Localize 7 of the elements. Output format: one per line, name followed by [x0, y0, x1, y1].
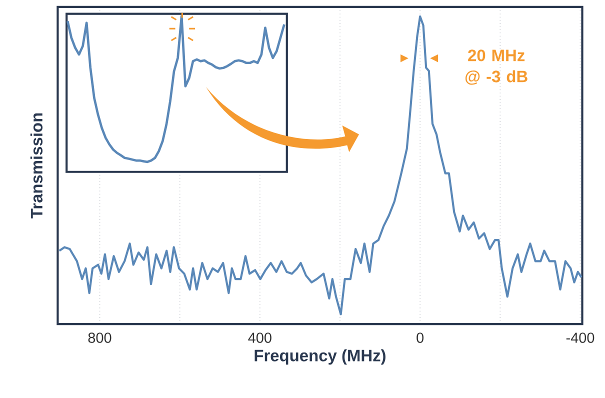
x-tick-label: 800	[88, 332, 112, 343]
x-tick-label: 0	[416, 332, 424, 343]
x-axis-title: Frequency (MHz)	[254, 349, 386, 365]
annotation: 20 MHz @ -3 dB	[465, 50, 528, 85]
x-tick-label: -400	[566, 332, 594, 343]
y-axis-title: Transmission	[30, 113, 43, 218]
x-tick-label: 400	[248, 332, 272, 343]
